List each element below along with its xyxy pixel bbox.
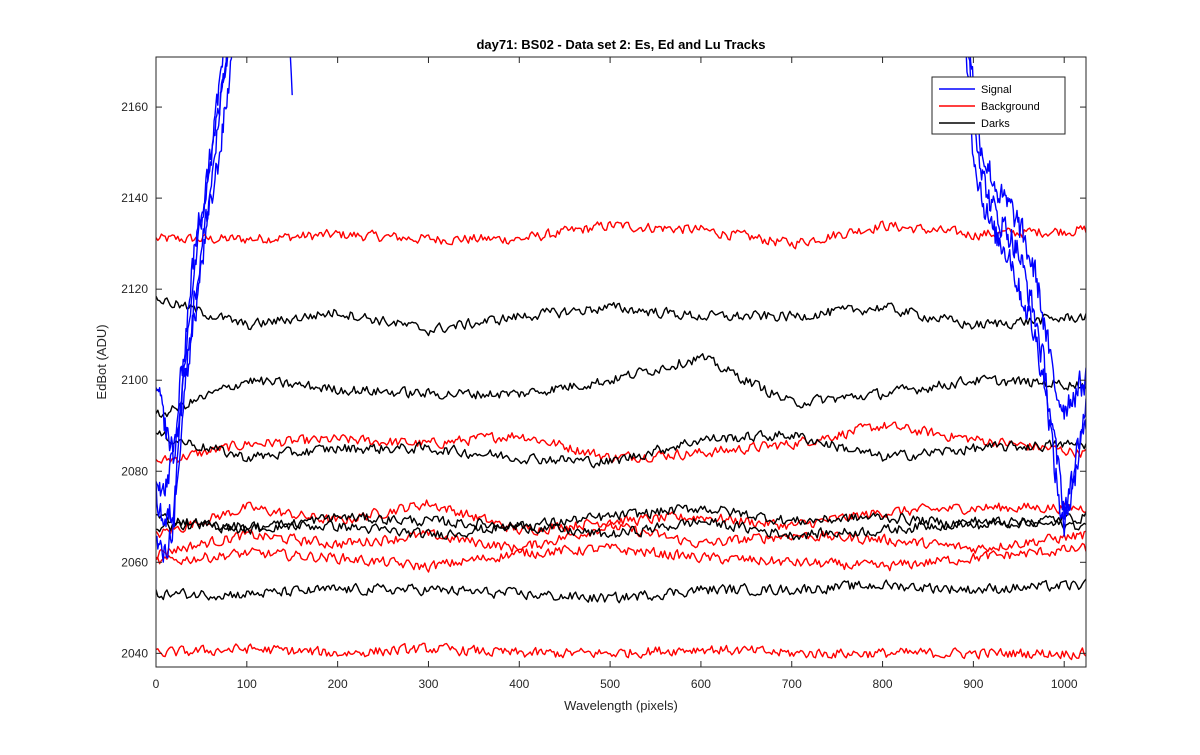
background-line-3 xyxy=(156,499,1086,538)
y-tick-label: 2100 xyxy=(121,373,148,387)
x-tick-label: 1000 xyxy=(1051,677,1078,691)
darks-line-6 xyxy=(156,578,1086,604)
x-tick-label: 0 xyxy=(153,677,160,691)
y-tick-label: 2060 xyxy=(121,555,148,569)
signal-line-5 xyxy=(968,57,1086,520)
signal-line-3 xyxy=(156,57,224,563)
darks-line-5 xyxy=(156,516,1086,541)
signal-line-2 xyxy=(156,57,228,528)
y-axis-label: EdBot (ADU) xyxy=(94,324,109,399)
x-tick-label: 500 xyxy=(600,677,620,691)
background-line-6 xyxy=(156,642,1086,661)
x-tick-label: 300 xyxy=(418,677,438,691)
background-line-2 xyxy=(156,421,1086,464)
chart-title: day71: BS02 - Data set 2: Es, Ed and Lu … xyxy=(476,37,765,52)
legend-label-background: Background xyxy=(981,101,1040,113)
darks-line-3 xyxy=(156,429,1086,469)
background-line-1 xyxy=(156,220,1086,250)
plot-frame xyxy=(155,56,1087,668)
y-tick-label: 2040 xyxy=(121,646,148,660)
legend-label-darks: Darks xyxy=(981,118,1010,130)
x-tick-label: 900 xyxy=(963,677,983,691)
x-axis: 0 100 200 300 400 500 600 700 800 900 1000 xyxy=(153,57,1078,691)
x-tick-label: 200 xyxy=(328,677,348,691)
y-tick-label: 2120 xyxy=(121,282,148,296)
signal-line-6 xyxy=(965,57,1086,537)
x-tick-label: 600 xyxy=(691,677,711,691)
signal-line-1 xyxy=(156,57,233,464)
y-tick-label: 2080 xyxy=(121,464,148,478)
background-line-5 xyxy=(156,542,1086,573)
legend-label-signal: Signal xyxy=(981,84,1012,96)
background-line-4 xyxy=(156,519,1086,559)
y-axis: 2040 2060 2080 2100 2120 2140 2160 xyxy=(121,100,1086,660)
darks-line-1 xyxy=(156,295,1086,337)
x-tick-label: 800 xyxy=(873,677,893,691)
y-tick-label: 2160 xyxy=(121,100,148,114)
x-tick-label: 100 xyxy=(237,677,257,691)
darks-line-4 xyxy=(156,504,1086,535)
series-lines xyxy=(156,57,1086,661)
signal-line-7 xyxy=(969,57,1086,420)
x-axis-label: Wavelength (pixels) xyxy=(564,698,678,713)
plot-area xyxy=(156,57,1086,667)
legend: Signal Background Darks xyxy=(931,76,1066,135)
x-tick-label: 400 xyxy=(509,677,529,691)
x-tick-label: 700 xyxy=(782,677,802,691)
y-tick-label: 2140 xyxy=(121,191,148,205)
signal-line-4 xyxy=(156,57,293,497)
darks-line-2 xyxy=(156,353,1086,418)
